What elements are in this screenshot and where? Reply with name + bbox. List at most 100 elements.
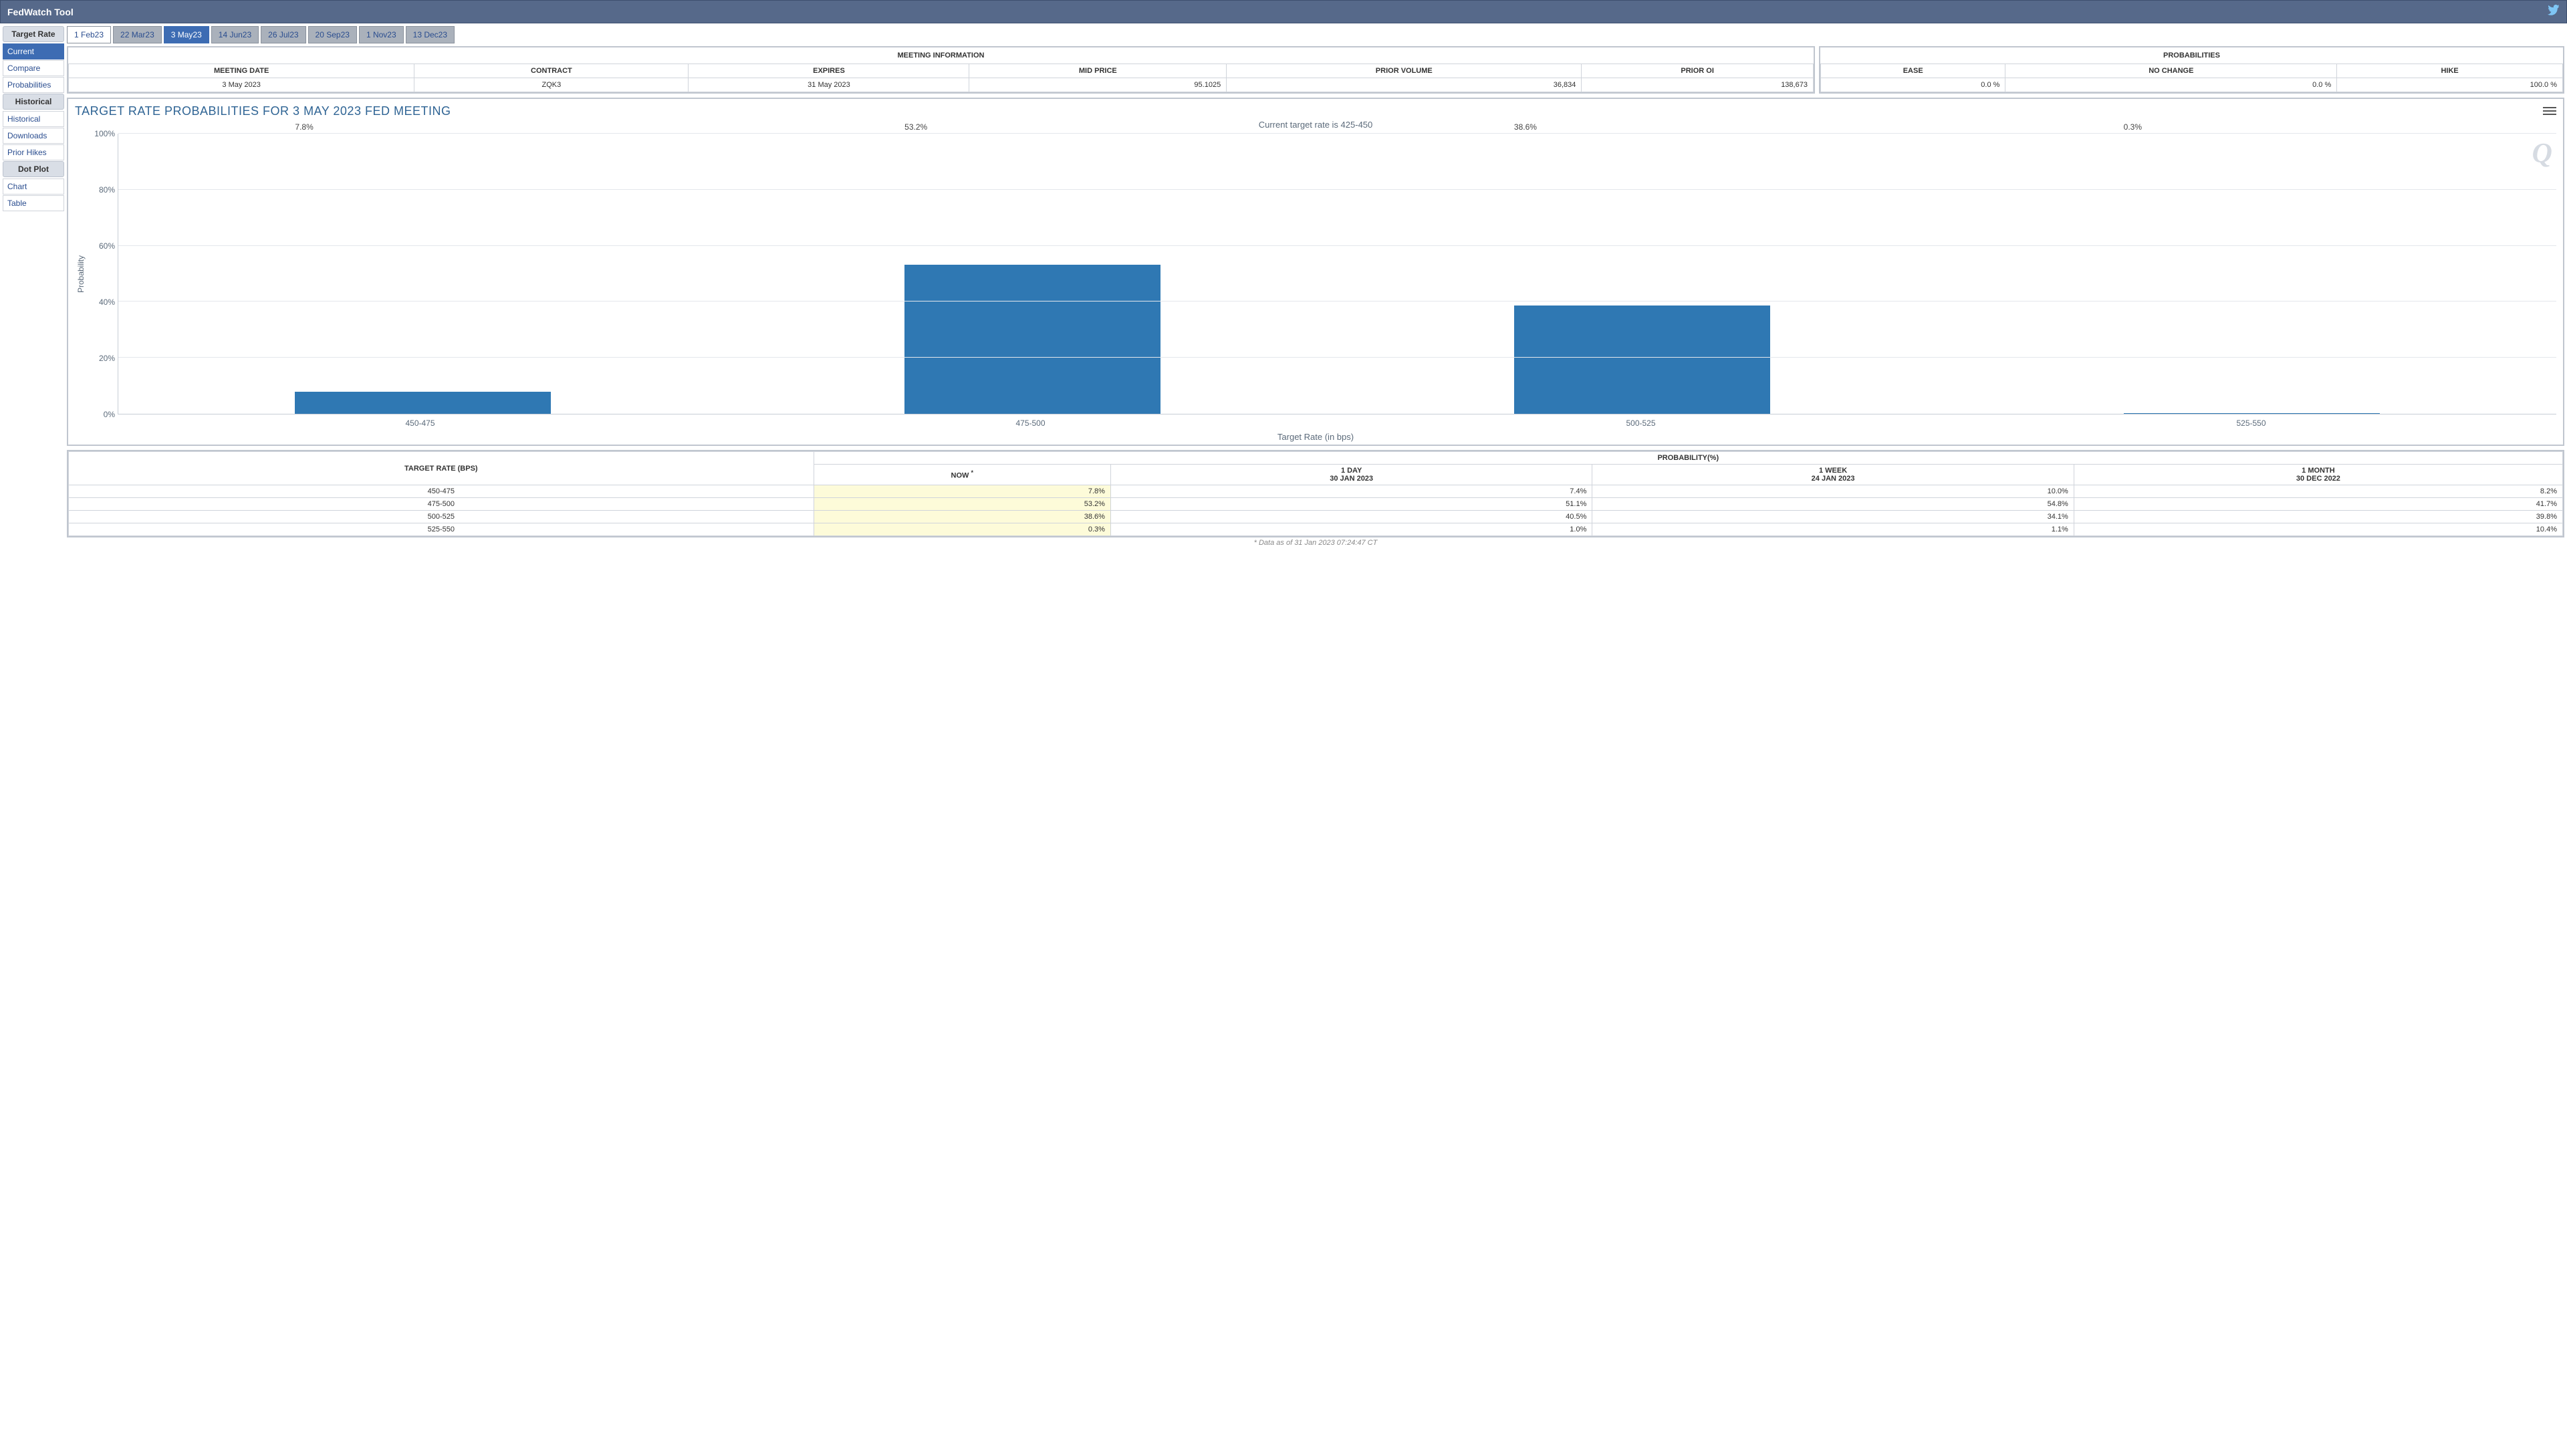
chart-menu-icon[interactable] bbox=[2543, 104, 2556, 118]
table-header: 1 MONTH30 DEC 2022 bbox=[2074, 465, 2562, 485]
date-tab[interactable]: 13 Dec23 bbox=[406, 26, 455, 43]
bar-slot: 53.2% bbox=[728, 134, 1338, 414]
probabilities-panel: PROBABILITIES EASENO CHANGEHIKE 0.0 %0.0… bbox=[1819, 46, 2564, 94]
table-cell: 54.8% bbox=[1592, 498, 2074, 511]
sidebar-section-header: Target Rate bbox=[3, 26, 64, 42]
table-header: NO CHANGE bbox=[2005, 64, 2337, 78]
bar-value-label: 7.8% bbox=[295, 122, 313, 132]
probability-history-panel: TARGET RATE (BPS)PROBABILITY(%)NOW *1 DA… bbox=[67, 450, 2564, 537]
table-cell: 95.1025 bbox=[969, 78, 1227, 92]
probability-history-table: TARGET RATE (BPS)PROBABILITY(%)NOW *1 DA… bbox=[68, 451, 2563, 536]
y-tick: 20% bbox=[99, 354, 115, 363]
x-tick: 500-525 bbox=[1336, 414, 1946, 428]
table-header: NOW * bbox=[814, 465, 1110, 485]
chart-bar: 0.3% bbox=[2124, 413, 2380, 414]
chart-title: TARGET RATE PROBABILITIES FOR 3 MAY 2023… bbox=[75, 104, 451, 118]
sidebar-item[interactable]: Downloads bbox=[3, 128, 64, 144]
chart-plot: Q 7.8%53.2%38.6%0.3% bbox=[118, 134, 2556, 414]
table-cell: 0.0 % bbox=[1820, 78, 2005, 92]
date-tab[interactable]: 14 Jun23 bbox=[211, 26, 259, 43]
table-header: PRIOR VOLUME bbox=[1227, 64, 1582, 78]
y-tick: 80% bbox=[99, 185, 115, 195]
table-header: EXPIRES bbox=[689, 64, 969, 78]
table-cell: 1.1% bbox=[1592, 523, 2074, 536]
table-cell: 475-500 bbox=[69, 498, 814, 511]
meeting-info-panel: MEETING INFORMATION MEETING DATECONTRACT… bbox=[67, 46, 1815, 94]
table-cell: ZQK3 bbox=[414, 78, 689, 92]
table-cell: 51.1% bbox=[1110, 498, 1592, 511]
date-tab[interactable]: 20 Sep23 bbox=[308, 26, 357, 43]
table-cell: 36,834 bbox=[1227, 78, 1582, 92]
x-tick: 475-500 bbox=[725, 414, 1336, 428]
chart-bar: 53.2% bbox=[904, 265, 1160, 414]
date-tab[interactable]: 22 Mar23 bbox=[113, 26, 162, 43]
sidebar-item[interactable]: Compare bbox=[3, 60, 64, 76]
meeting-info-title: MEETING INFORMATION bbox=[68, 47, 1814, 64]
app-header: FedWatch Tool bbox=[0, 0, 2567, 23]
table-cell: 525-550 bbox=[69, 523, 814, 536]
table-header: PRIOR OI bbox=[1582, 64, 1814, 78]
chart-x-ticks: 450-475475-500500-525525-550 bbox=[115, 414, 2556, 428]
table-row: 450-4757.8%7.4%10.0%8.2% bbox=[69, 485, 2563, 498]
sidebar-item[interactable]: Chart bbox=[3, 178, 64, 195]
sidebar-section-header: Dot Plot bbox=[3, 161, 64, 177]
date-tab[interactable]: 1 Nov23 bbox=[359, 26, 404, 43]
table-cell: 40.5% bbox=[1110, 511, 1592, 523]
sidebar: Target RateCurrentCompareProbabilitiesHi… bbox=[3, 26, 64, 547]
y-tick: 100% bbox=[94, 129, 115, 138]
table-cell: 41.7% bbox=[2074, 498, 2562, 511]
table-row: 500-52538.6%40.5%34.1%39.8% bbox=[69, 511, 2563, 523]
sidebar-section-header: Historical bbox=[3, 94, 64, 110]
table-cell: 31 May 2023 bbox=[689, 78, 969, 92]
table-cell: 450-475 bbox=[69, 485, 814, 498]
bar-value-label: 0.3% bbox=[2124, 122, 2142, 132]
date-tabs: 1 Feb2322 Mar233 May2314 Jun2326 Jul2320… bbox=[67, 26, 2564, 43]
table-header: PROBABILITY(%) bbox=[814, 452, 2562, 465]
table-header: 1 DAY30 JAN 2023 bbox=[1110, 465, 1592, 485]
bar-slot: 7.8% bbox=[118, 134, 728, 414]
x-tick: 525-550 bbox=[1946, 414, 2556, 428]
bar-value-label: 53.2% bbox=[904, 122, 927, 132]
chart-panel: TARGET RATE PROBABILITIES FOR 3 MAY 2023… bbox=[67, 98, 2564, 446]
table-header: CONTRACT bbox=[414, 64, 689, 78]
sidebar-item[interactable]: Historical bbox=[3, 111, 64, 127]
table-cell: 138,673 bbox=[1582, 78, 1814, 92]
chart-subtitle: Current target rate is 425-450 bbox=[75, 120, 2556, 130]
y-tick: 40% bbox=[99, 297, 115, 307]
probabilities-table: EASENO CHANGEHIKE 0.0 %0.0 %100.0 % bbox=[1820, 64, 2563, 92]
table-cell: 53.2% bbox=[814, 498, 1110, 511]
table-cell: 8.2% bbox=[2074, 485, 2562, 498]
chart-bar: 7.8% bbox=[295, 392, 551, 414]
table-row: 525-5500.3%1.0%1.1%10.4% bbox=[69, 523, 2563, 536]
chart-bar: 38.6% bbox=[1514, 306, 1770, 414]
table-cell: 500-525 bbox=[69, 511, 814, 523]
sidebar-item[interactable]: Prior Hikes bbox=[3, 144, 64, 160]
y-tick: 0% bbox=[104, 410, 115, 419]
table-header: MEETING DATE bbox=[69, 64, 414, 78]
chart-y-label: Probability bbox=[75, 255, 87, 293]
sidebar-item[interactable]: Current bbox=[3, 43, 64, 59]
date-tab[interactable]: 26 Jul23 bbox=[261, 26, 305, 43]
table-cell: 39.8% bbox=[2074, 511, 2562, 523]
table-header: EASE bbox=[1820, 64, 2005, 78]
table-header: 1 WEEK24 JAN 2023 bbox=[1592, 465, 2074, 485]
date-tab[interactable]: 3 May23 bbox=[164, 26, 209, 43]
bar-slot: 0.3% bbox=[1947, 134, 2556, 414]
table-cell: 7.4% bbox=[1110, 485, 1592, 498]
sidebar-item[interactable]: Probabilities bbox=[3, 77, 64, 93]
table-cell: 0.3% bbox=[814, 523, 1110, 536]
sidebar-item[interactable]: Table bbox=[3, 195, 64, 211]
y-tick: 60% bbox=[99, 241, 115, 251]
probabilities-title: PROBABILITIES bbox=[1820, 47, 2563, 64]
table-cell: 1.0% bbox=[1110, 523, 1592, 536]
data-footnote: * Data as of 31 Jan 2023 07:24:47 CT bbox=[67, 539, 2564, 547]
table-header: HIKE bbox=[2337, 64, 2563, 78]
table-cell: 34.1% bbox=[1592, 511, 2074, 523]
date-tab[interactable]: 1 Feb23 bbox=[67, 26, 111, 43]
twitter-icon[interactable] bbox=[2548, 5, 2560, 19]
table-cell: 3 May 2023 bbox=[69, 78, 414, 92]
table-cell: 10.0% bbox=[1592, 485, 2074, 498]
table-cell: 100.0 % bbox=[2337, 78, 2563, 92]
table-cell: 7.8% bbox=[814, 485, 1110, 498]
table-header: MID PRICE bbox=[969, 64, 1227, 78]
